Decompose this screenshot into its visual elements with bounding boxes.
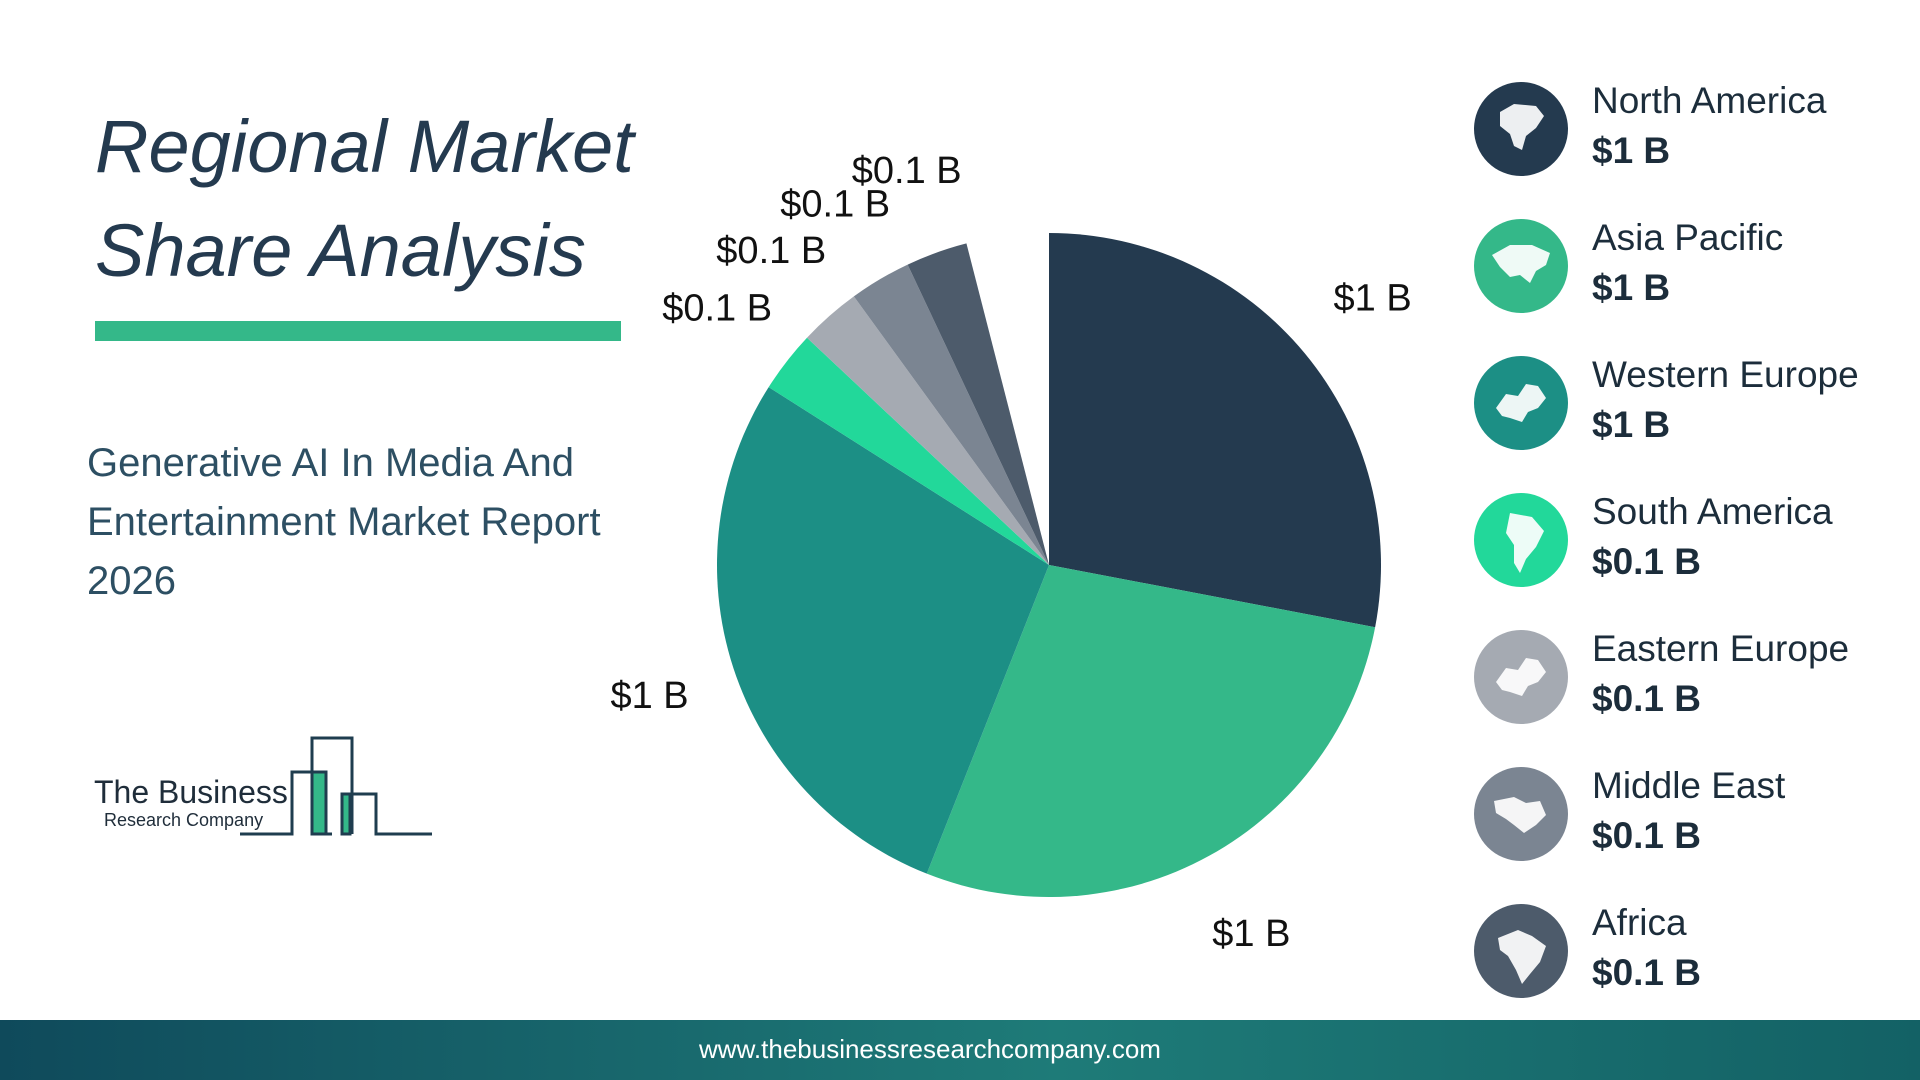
pie-slice-south-america bbox=[768, 337, 1049, 565]
legend-region-value: $0.1 B bbox=[1592, 541, 1702, 582]
legend-item: Asia Pacific $1 B bbox=[1474, 217, 1914, 317]
legend-item: Western Europe $1 B bbox=[1474, 354, 1914, 454]
europe-map-icon bbox=[1474, 630, 1568, 724]
north-america-map-icon bbox=[1474, 82, 1568, 176]
legend-region-name: Middle East bbox=[1592, 765, 1786, 806]
south-america-map-icon bbox=[1474, 493, 1568, 587]
pie-label-eastern-europe: $0.1 B bbox=[716, 230, 826, 272]
legend-region-value: $0.1 B bbox=[1592, 678, 1702, 719]
middle-east-map-icon bbox=[1474, 767, 1568, 861]
pie-label-middle-east: $0.1 B bbox=[780, 183, 890, 225]
legend-item: North America $1 B bbox=[1474, 80, 1914, 180]
legend-region-name: Eastern Europe bbox=[1592, 628, 1850, 669]
pie-chart: $1 B$1 B$1 B$0.1 B$0.1 B$0.1 B$0.1 B bbox=[610, 150, 1412, 955]
legend-region-value: $1 B bbox=[1592, 130, 1671, 171]
legend-region-value: $0.1 B bbox=[1592, 815, 1702, 856]
pie-label-south-america: $0.1 B bbox=[662, 288, 772, 330]
legend-region-value: $0.1 B bbox=[1592, 952, 1702, 993]
legend-region-name: North America bbox=[1592, 80, 1827, 121]
legend-region-value: $1 B bbox=[1592, 404, 1671, 445]
africa-map-icon bbox=[1474, 904, 1568, 998]
pie-label-north-america: $1 B bbox=[1334, 277, 1412, 319]
pie-label-asia-pacific: $1 B bbox=[1212, 913, 1290, 955]
legend-region-name: South America bbox=[1592, 491, 1833, 532]
legend-item: Africa $0.1 B bbox=[1474, 902, 1914, 1002]
pie-label-western-europe: $1 B bbox=[610, 675, 688, 717]
pie-slice-western-europe bbox=[716, 387, 1049, 874]
legend-item: Eastern Europe $0.1 B bbox=[1474, 628, 1914, 728]
logo-tagline: Research Company bbox=[104, 810, 264, 830]
asia-map-icon bbox=[1474, 219, 1568, 313]
pie-slice-middle-east bbox=[853, 264, 1049, 565]
pie-slice-africa bbox=[907, 243, 1049, 565]
website-link[interactable]: www.thebusinessresearchcompany.com bbox=[699, 1034, 1161, 1064]
logo-name: The Business bbox=[94, 774, 288, 810]
legend-region-name: Western Europe bbox=[1592, 354, 1859, 395]
pie-label-africa: $0.1 B bbox=[852, 150, 962, 192]
legend-region-value: $1 B bbox=[1592, 267, 1671, 308]
legend-item: South America $0.1 B bbox=[1474, 491, 1914, 591]
pie-slice-asia-pacific bbox=[926, 565, 1376, 897]
pie-slice-north-america bbox=[1049, 233, 1382, 628]
report-subtitle: Generative AI In Media And Entertainment… bbox=[87, 441, 601, 603]
legend-item: Middle East $0.1 B bbox=[1474, 765, 1914, 865]
europe-map-icon bbox=[1474, 356, 1568, 450]
legend-region-name: Africa bbox=[1592, 902, 1687, 943]
company-logo: The Business Research Company bbox=[92, 730, 437, 840]
legend-region-name: Asia Pacific bbox=[1592, 217, 1784, 258]
page-title: Regional Market Share Analysis bbox=[95, 105, 634, 292]
title-underline bbox=[95, 321, 621, 341]
footer-bar: www.thebusinessresearchcompany.com bbox=[0, 1020, 1920, 1080]
logo-bars-icon bbox=[240, 736, 432, 836]
pie-slice-eastern-europe bbox=[806, 296, 1049, 565]
